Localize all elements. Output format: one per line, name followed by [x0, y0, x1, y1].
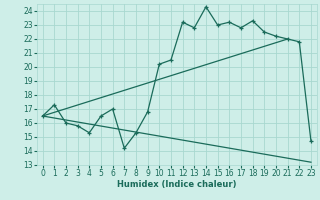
X-axis label: Humidex (Indice chaleur): Humidex (Indice chaleur)	[117, 180, 236, 189]
